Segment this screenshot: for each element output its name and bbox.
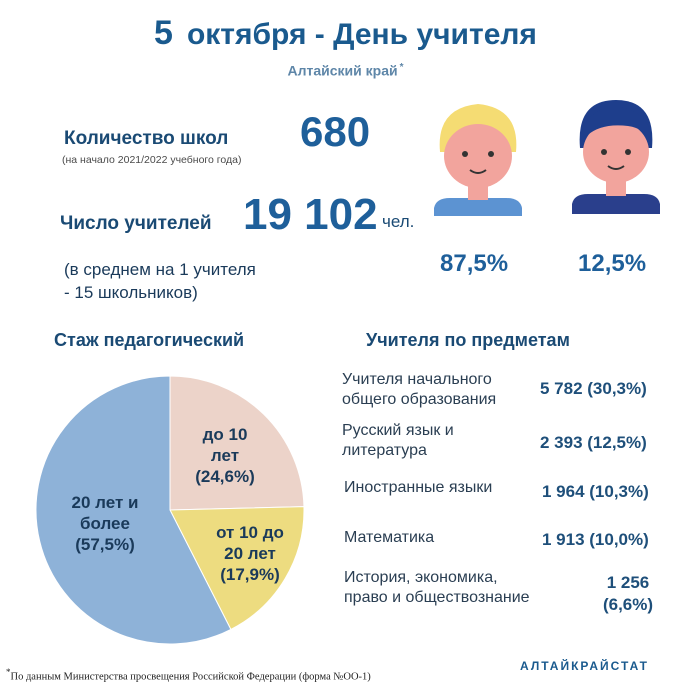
subject-row-5-value: 1 256 (6,6%) [596, 572, 660, 616]
male-percentage: 12,5% [578, 250, 647, 277]
students-per-teacher-note: (в среднем на 1 учителя - 15 школьников) [64, 258, 256, 304]
experience-pie-chart [35, 375, 305, 645]
subject-row-5-value-line-1: 1 256 [606, 573, 650, 592]
subject-row-3-name: Иностранные языки [344, 479, 493, 496]
pie-label-under-10-line-3: (24,6%) [195, 467, 255, 486]
source-footnote: *По данным Министерства просвещения Росс… [6, 667, 371, 683]
subject-row-5-name: История, экономика, право и обществознан… [344, 568, 530, 608]
avg-note-line-1: (в среднем на 1 учителя [64, 260, 256, 279]
subject-row-1-name-line-2: общего образования [342, 391, 497, 408]
subject-row-3-value: 1 964 (10,3%) [542, 482, 649, 501]
pie-label-10-to-20-line-1: от 10 до [216, 523, 284, 542]
pie-label-10-to-20: от 10 до 20 лет (17,9%) [200, 522, 300, 585]
female-smile [469, 169, 487, 174]
female-percentage: 87,5% [440, 250, 509, 277]
pie-label-over-20-line-3: (57,5%) [75, 535, 135, 554]
subject-row-4-name: Математика [344, 529, 435, 546]
teachers-unit: чел. [382, 212, 415, 231]
subject-row-1-name: Учителя начального общего образования [342, 370, 496, 410]
female-face [444, 124, 512, 188]
male-teacher-icon [572, 100, 660, 214]
male-bangs [581, 106, 652, 142]
pie-label-under-10: до 10 лет (24,6%) [185, 424, 265, 487]
region-text: Алтайский край [287, 62, 398, 79]
pie-slice-10-to-20 [169, 506, 305, 631]
schools-label: Количество школ [64, 128, 229, 149]
male-eye-right [625, 149, 631, 155]
schools-note: (на начало 2021/2022 учебного года) [62, 154, 242, 166]
brand-logo-text: АЛТАЙКРАЙСТАТ [520, 659, 650, 673]
subject-row-4-value: 1 913 (10,0%) [542, 530, 649, 549]
experience-heading: Стаж педагогический [54, 330, 245, 350]
pie-slice-over-20 [35, 375, 232, 645]
teachers-label: Число учителей [60, 213, 212, 234]
subject-row-5-name-line-1: История, экономика, [344, 569, 498, 586]
subject-row-2-name: Русский язык и литература [342, 421, 454, 461]
title-number: 5 [154, 14, 173, 52]
avg-note-line-2: - 15 школьников) [64, 283, 198, 302]
subject-row-5-name-line-2: право и обществознание [344, 589, 530, 606]
female-shirt [434, 198, 522, 216]
subject-row-2-name-line-1: Русский язык и [342, 422, 454, 439]
female-teacher-icon [434, 104, 522, 216]
subject-row-2-value: 2 393 (12,5%) [540, 433, 647, 452]
pie-label-under-10-line-1: до 10 [202, 425, 248, 444]
subject-row-1-value: 5 782 (30,3%) [540, 379, 647, 398]
pie-label-10-to-20-line-2: 20 лет [224, 544, 276, 563]
footnote-text: По данным Министерства просвещения Росси… [10, 671, 371, 683]
pie-label-over-20-line-2: более [80, 514, 130, 533]
pie-slice-under-10 [169, 375, 305, 511]
title-text: октября - День учителя [186, 18, 537, 51]
subject-row-5-value-line-2: (6,6%) [602, 595, 654, 614]
pie-label-under-10-line-2: лет [210, 446, 240, 465]
page-title: 5 октября - День учителя [0, 14, 691, 53]
teachers-value: 19 102 [243, 190, 378, 239]
region-subtitle: Алтайский край * [0, 62, 691, 79]
subjects-heading: Учителя по предметам [366, 330, 570, 350]
subject-row-2-name-line-2: литература [342, 442, 427, 459]
subject-row-1-name-line-1: Учителя начального [342, 371, 492, 388]
pie-label-over-20: 20 лет и более (57,5%) [55, 492, 155, 555]
male-smile [607, 165, 625, 170]
footnote-asterisk: * [6, 667, 11, 677]
region-asterisk: * [399, 62, 404, 73]
female-bangs [442, 112, 514, 148]
male-eye-left [601, 149, 607, 155]
male-shirt [572, 194, 660, 214]
schools-value: 680 [300, 108, 371, 155]
pie-label-over-20-line-1: 20 лет и [71, 493, 139, 512]
pie-label-10-to-20-line-3: (17,9%) [220, 565, 280, 584]
male-face [583, 121, 649, 183]
female-eye-left [462, 151, 468, 157]
female-eye-right [488, 151, 494, 157]
